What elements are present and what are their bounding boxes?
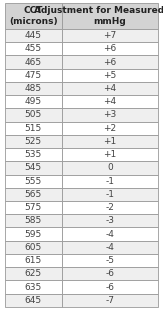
Bar <box>62 108 158 122</box>
Text: 525: 525 <box>25 137 42 146</box>
Text: +6: +6 <box>103 44 117 53</box>
Text: +1: +1 <box>103 150 117 159</box>
Bar <box>62 135 158 148</box>
Text: 545: 545 <box>25 163 42 172</box>
Bar <box>5 161 62 175</box>
Bar <box>62 188 158 201</box>
Text: +4: +4 <box>103 97 116 106</box>
Bar <box>62 3 158 29</box>
Bar <box>5 29 62 42</box>
Bar <box>5 42 62 55</box>
Text: +7: +7 <box>103 31 117 40</box>
Text: +5: +5 <box>103 71 117 80</box>
Text: 645: 645 <box>25 296 42 305</box>
Bar <box>62 294 158 307</box>
Bar <box>5 241 62 254</box>
Text: +2: +2 <box>103 124 116 133</box>
Bar <box>5 108 62 122</box>
Text: 485: 485 <box>25 84 42 93</box>
Text: -1: -1 <box>105 190 114 199</box>
Text: -2: -2 <box>105 203 114 212</box>
Text: 475: 475 <box>25 71 42 80</box>
Bar <box>62 82 158 95</box>
Text: -4: -4 <box>105 230 114 239</box>
Text: +6: +6 <box>103 58 117 67</box>
Bar <box>5 122 62 135</box>
Bar <box>5 281 62 294</box>
Bar <box>5 214 62 228</box>
Text: 635: 635 <box>25 282 42 291</box>
Text: -6: -6 <box>105 269 114 278</box>
Text: 575: 575 <box>25 203 42 212</box>
Bar <box>5 148 62 161</box>
Bar <box>62 281 158 294</box>
Text: +3: +3 <box>103 110 117 119</box>
Text: 465: 465 <box>25 58 42 67</box>
Text: Adjustment for Measured IOP
mmHg: Adjustment for Measured IOP mmHg <box>34 6 163 26</box>
Bar <box>62 254 158 267</box>
Text: 445: 445 <box>25 31 42 40</box>
Bar <box>62 228 158 241</box>
Text: -7: -7 <box>105 296 114 305</box>
Bar <box>62 175 158 188</box>
Bar <box>62 55 158 69</box>
Text: 495: 495 <box>25 97 42 106</box>
Bar <box>62 161 158 175</box>
Bar <box>5 267 62 281</box>
Bar <box>62 29 158 42</box>
Bar <box>5 175 62 188</box>
Text: -1: -1 <box>105 177 114 186</box>
Bar <box>5 254 62 267</box>
Bar <box>5 55 62 69</box>
Bar <box>62 69 158 82</box>
Bar <box>62 148 158 161</box>
Text: 565: 565 <box>25 190 42 199</box>
Text: 515: 515 <box>25 124 42 133</box>
Bar <box>5 135 62 148</box>
Bar <box>5 3 62 29</box>
Text: -5: -5 <box>105 256 114 265</box>
Text: 595: 595 <box>25 230 42 239</box>
Text: 555: 555 <box>25 177 42 186</box>
Text: 505: 505 <box>25 110 42 119</box>
Text: +4: +4 <box>103 84 116 93</box>
Bar <box>62 201 158 214</box>
Text: 535: 535 <box>25 150 42 159</box>
Text: 0: 0 <box>107 163 113 172</box>
Bar <box>5 95 62 108</box>
Bar <box>5 294 62 307</box>
Bar <box>5 82 62 95</box>
Bar <box>5 228 62 241</box>
Text: -6: -6 <box>105 282 114 291</box>
Text: 585: 585 <box>25 216 42 225</box>
Text: -4: -4 <box>105 243 114 252</box>
Bar <box>62 214 158 228</box>
Bar <box>62 241 158 254</box>
Bar <box>5 188 62 201</box>
Text: +1: +1 <box>103 137 117 146</box>
Bar <box>62 95 158 108</box>
Text: -3: -3 <box>105 216 114 225</box>
Bar <box>62 267 158 281</box>
Bar <box>62 122 158 135</box>
Text: 615: 615 <box>25 256 42 265</box>
Bar <box>62 42 158 55</box>
Bar <box>5 69 62 82</box>
Text: 625: 625 <box>25 269 42 278</box>
Bar <box>5 201 62 214</box>
Text: 455: 455 <box>25 44 42 53</box>
Text: CCT
(microns): CCT (microns) <box>9 6 58 26</box>
Text: 605: 605 <box>25 243 42 252</box>
